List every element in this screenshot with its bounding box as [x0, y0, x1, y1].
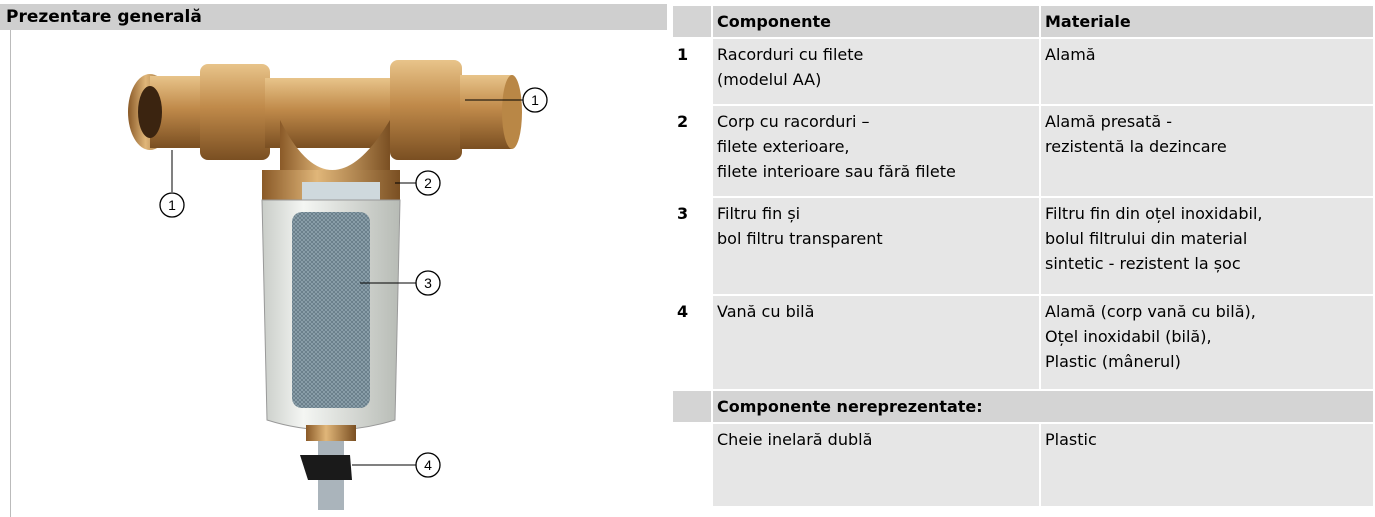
callout-circle: [415, 270, 441, 296]
callout-label: 4: [424, 457, 432, 473]
callout: 2: [415, 170, 441, 196]
cell-line: Plastic (mânerul): [1045, 352, 1181, 371]
overview-title: Prezentare generală: [0, 4, 667, 30]
callout: 1: [522, 87, 548, 113]
row-number: 3: [673, 198, 711, 294]
section-title: Componente nereprezentate:: [713, 391, 1373, 422]
callout-label: 1: [168, 197, 176, 213]
cell-line: Plastic: [1045, 430, 1097, 449]
filter-illustration: 1 1 2 3 4: [128, 60, 548, 510]
row-number: [673, 424, 711, 506]
cell-line: Alamă presată -: [1045, 112, 1172, 131]
cell-line: Racorduri cu filete: [717, 45, 864, 64]
cell-line: bol filtru transparent: [717, 229, 883, 248]
header-cell: Materiale: [1041, 6, 1373, 37]
cell-line: Vană cu bilă: [717, 302, 815, 321]
row-number: 1: [673, 39, 711, 104]
callout-circle: [415, 452, 441, 478]
overview-panel: Prezentare generală: [0, 0, 667, 517]
cell-line: rezistentă la dezincare: [1045, 137, 1227, 156]
table-row: Cheie inelară dublă Plastic: [673, 424, 1373, 506]
table-row: 2 Corp cu racorduri – filete exterioare, fi…: [673, 106, 1373, 196]
panel-border: [10, 30, 11, 517]
callout-circle: [415, 170, 441, 196]
cell-line: Filtru fin din oțel inoxidabil,: [1045, 204, 1263, 223]
cell-line: Filtru fin și: [717, 204, 801, 223]
component-cell: Filtru fin și bol filtru transparent: [713, 198, 1039, 294]
table-row: 1 Racorduri cu filete (modelul AA) Alamă: [673, 39, 1373, 104]
row-number: 2: [673, 106, 711, 196]
material-cell: Alamă: [1041, 39, 1373, 104]
header-row: Componente Materiale: [673, 6, 1373, 37]
component-cell: Vană cu bilă: [713, 296, 1039, 389]
cell-line: filete exterioare,: [717, 137, 850, 156]
callout: 3: [415, 270, 441, 296]
header-cell: Componente: [713, 6, 1039, 37]
row-number: 4: [673, 296, 711, 389]
cell-line: Corp cu racorduri –: [717, 112, 870, 131]
callout: 1: [159, 192, 185, 218]
callout-circle: [522, 87, 548, 113]
cell-line: bolul filtrului din material: [1045, 229, 1248, 248]
components-table: Componente Materiale 1 Racorduri cu filete(…: [671, 4, 1375, 508]
cell-line: sintetic - rezistent la șoc: [1045, 254, 1241, 273]
cell-line: Alamă (corp vană cu bilă),: [1045, 302, 1256, 321]
table-row: 4 Vană cu bilă Alamă (corp vană cu bilă), O…: [673, 296, 1373, 389]
callout-label: 3: [424, 275, 432, 291]
callout-label: 2: [424, 175, 432, 191]
cell-line: Cheie inelară dublă: [717, 430, 873, 449]
cell-line: filete interioare sau fără filete: [717, 162, 956, 181]
component-cell: Racorduri cu filete (modelul AA): [713, 39, 1039, 104]
cell-line: Oțel inoxidabil (bilă),: [1045, 327, 1212, 346]
callout: 4: [415, 452, 441, 478]
component-cell: Cheie inelară dublă: [713, 424, 1039, 506]
material-cell: Alamă (corp vană cu bilă), Oțel inoxidabi…: [1041, 296, 1373, 389]
header-cell: [673, 6, 711, 37]
material-cell: Filtru fin din oțel inoxidabil, bolul fil…: [1041, 198, 1373, 294]
section-cell: [673, 391, 711, 422]
callout-circle: [159, 192, 185, 218]
section-row: Componente nereprezentate:: [673, 391, 1373, 422]
cell-line: Alamă: [1045, 45, 1096, 64]
table-row: 3 Filtru fin și bol filtru transparent Filt…: [673, 198, 1373, 294]
component-cell: Corp cu racorduri – filete exterioare, fil…: [713, 106, 1039, 196]
callout-label: 1: [531, 92, 539, 108]
material-cell: Alamă presată - rezistentă la dezincare: [1041, 106, 1373, 196]
material-cell: Plastic: [1041, 424, 1373, 506]
cell-line: (modelul AA): [717, 70, 822, 89]
filter-body: [128, 60, 523, 510]
